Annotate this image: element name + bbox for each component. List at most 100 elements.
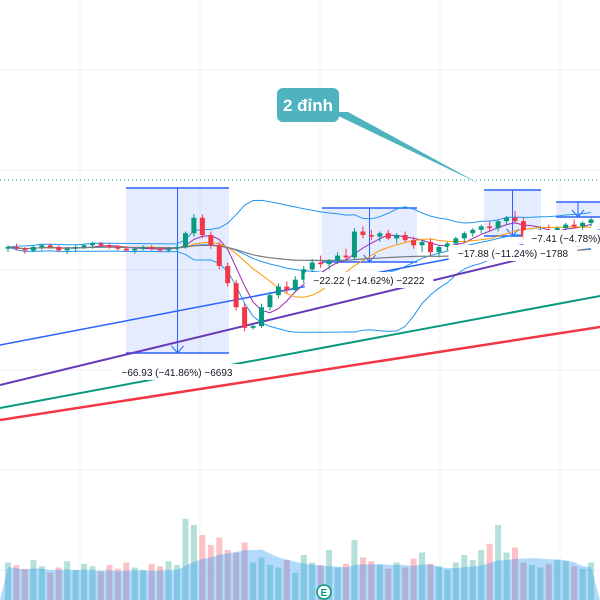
candle-body <box>360 231 366 235</box>
volume-bar <box>216 537 223 600</box>
callout-pointer <box>330 112 480 184</box>
volume-bar <box>410 558 417 600</box>
event-marker[interactable]: E <box>316 584 332 600</box>
event-marker-letter: E <box>321 588 328 599</box>
measure-label: −22.22 (−14.62%) −2222 <box>314 276 425 287</box>
callout-box <box>277 88 339 122</box>
volume-bar <box>165 561 172 600</box>
candle-body <box>411 240 417 246</box>
volume-bar <box>258 557 265 600</box>
candle-body <box>250 326 256 328</box>
volume-bar <box>334 567 341 600</box>
candle-body <box>73 247 79 249</box>
volume-bar <box>148 563 155 600</box>
candle-body <box>351 231 357 258</box>
candle-body <box>368 234 374 237</box>
candle-body <box>191 217 197 234</box>
volume-bar <box>140 570 147 600</box>
measure-label: −66.93 (−41.86%) −6693 <box>122 368 233 379</box>
measure-arrow-head <box>171 345 184 354</box>
candle-body <box>22 248 28 251</box>
candle-body <box>554 228 560 232</box>
candle-body <box>174 247 180 249</box>
volume-bar <box>21 568 28 600</box>
volume-bar <box>207 545 214 600</box>
volume-bar <box>351 540 358 600</box>
callout-text: 2 đỉnh <box>283 96 333 115</box>
volume-bar <box>512 547 518 600</box>
volume-bar <box>55 567 62 600</box>
candle-body <box>512 217 518 222</box>
candle-body <box>343 255 349 258</box>
volume-bar <box>427 563 434 600</box>
volume-bar <box>478 550 485 600</box>
candle-body <box>81 245 87 247</box>
volume-bar <box>435 566 442 600</box>
candle-body <box>157 248 163 251</box>
volume-bar <box>47 572 54 600</box>
volume-bar <box>38 566 45 600</box>
bollinger-upper <box>7 199 592 248</box>
measure-label-bg <box>448 245 578 261</box>
candle-body <box>444 243 450 247</box>
callout-2-dinh[interactable]: 2 đỉnh <box>277 88 480 184</box>
volume-bar <box>461 555 468 600</box>
candle-body <box>487 226 493 229</box>
candle-body <box>520 221 526 237</box>
volume-bar <box>300 555 307 600</box>
volume-bar <box>528 565 535 600</box>
candle-body <box>385 233 391 239</box>
measure-label-bg <box>112 364 242 380</box>
volume-bar <box>190 525 197 600</box>
volume-bar <box>579 568 586 600</box>
candle-body <box>123 248 129 251</box>
candle-body <box>301 269 307 280</box>
moving-averages <box>0 199 600 422</box>
volume-bar <box>233 552 240 600</box>
candle-body <box>284 286 290 290</box>
measure-tools[interactable] <box>126 187 600 354</box>
candle-body <box>39 245 45 247</box>
volume-bar <box>199 535 206 600</box>
volume-ma-area <box>0 549 600 600</box>
volume-bar <box>64 561 71 600</box>
volume-bar <box>503 552 510 600</box>
volume-bar <box>554 560 561 600</box>
volume-bar <box>452 562 459 600</box>
volume-bar <box>588 562 595 600</box>
volume-bar <box>13 565 20 600</box>
candle-body <box>132 248 138 251</box>
volume-bar <box>275 567 282 600</box>
candle-body <box>461 233 467 239</box>
candle-body <box>563 224 569 229</box>
candle-body <box>30 247 36 251</box>
volume-bar <box>97 571 104 600</box>
candle-body <box>275 286 281 296</box>
candle-body <box>115 247 121 249</box>
volume-bar <box>283 560 290 600</box>
candle-body <box>428 241 433 253</box>
candle-body <box>394 234 400 239</box>
volume-bar <box>571 566 578 600</box>
candle-body <box>326 260 332 265</box>
candle-body <box>149 247 155 249</box>
candle-body <box>216 245 222 266</box>
volume-bar <box>385 568 392 600</box>
volume-bar <box>123 562 130 600</box>
measure-label: −7.41 (−4.78%) <box>532 234 600 245</box>
volume-bar <box>174 565 180 600</box>
volume-bar <box>131 567 138 600</box>
volume-bar <box>343 563 349 600</box>
measure-label: −17.88 (−11.24%) −1788 <box>458 249 569 260</box>
volume-bar <box>469 560 476 600</box>
candle-body <box>470 229 476 234</box>
candle-body <box>588 219 594 223</box>
volume-bar <box>182 518 189 600</box>
measure-arrow-head <box>571 209 585 218</box>
candle-body <box>335 255 341 261</box>
volume-bar <box>241 542 248 600</box>
candle-body <box>377 233 383 237</box>
candle-body <box>580 222 586 227</box>
